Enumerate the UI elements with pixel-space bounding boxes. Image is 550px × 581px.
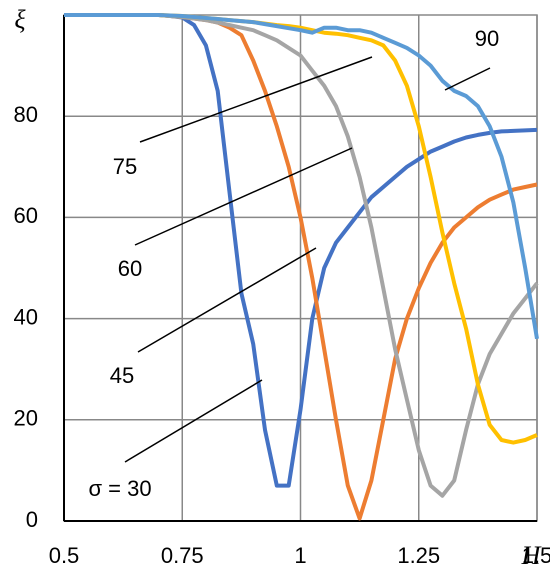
leader-line <box>139 56 373 143</box>
series-line <box>64 13 539 340</box>
series-label: 90 <box>475 26 499 51</box>
series-label: 60 <box>118 256 142 281</box>
y-tick-label: 0 <box>26 507 38 532</box>
y-tick-label: 80 <box>14 102 38 127</box>
leader-line <box>137 247 317 353</box>
series-label: 45 <box>110 363 134 388</box>
x-tick-label: 1 <box>294 543 306 568</box>
series-label: 75 <box>113 154 137 179</box>
x-tick-label: 0.75 <box>161 543 204 568</box>
leader-line <box>444 67 491 91</box>
x-tick-label: 1.25 <box>397 543 440 568</box>
y-tick-label: 20 <box>14 406 38 431</box>
leader-line <box>134 147 353 246</box>
y-tick-label: 40 <box>14 304 38 329</box>
y-axis-label: ξ <box>14 5 26 34</box>
x-tick-label: 1.5 <box>522 543 550 568</box>
x-tick-label: 0.5 <box>49 543 80 568</box>
x-axis-label: H <box>521 541 542 570</box>
y-tick-label: 60 <box>14 203 38 228</box>
leader-line <box>124 379 263 463</box>
series-label: σ = 30 <box>88 476 151 501</box>
